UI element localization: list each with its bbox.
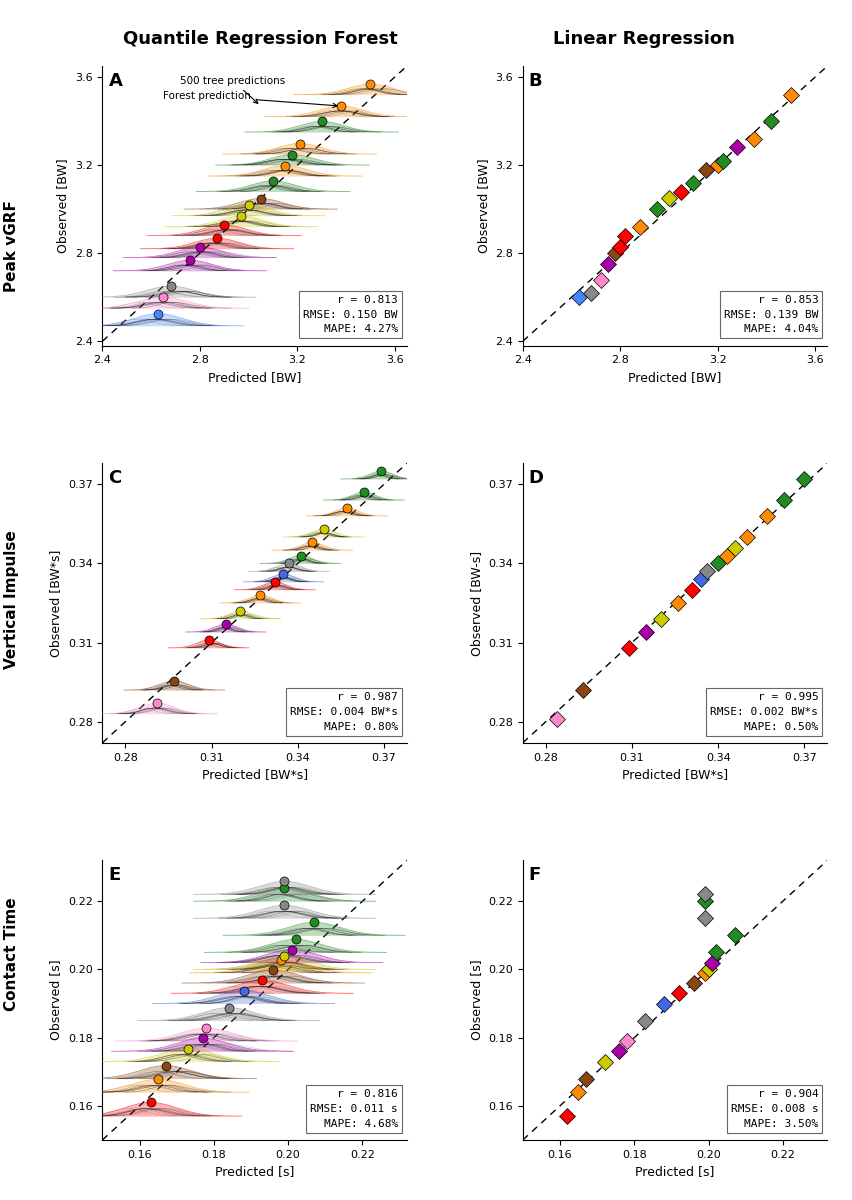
Text: Peak vGRF: Peak vGRF bbox=[4, 200, 20, 292]
Text: C: C bbox=[108, 469, 122, 487]
Text: r = 0.995
RMSE: 0.002 BW*s
MAPE: 0.50%: r = 0.995 RMSE: 0.002 BW*s MAPE: 0.50% bbox=[710, 692, 817, 732]
Text: A: A bbox=[108, 72, 122, 90]
Y-axis label: Observed [s]: Observed [s] bbox=[469, 960, 482, 1040]
Y-axis label: Observed [BW*s]: Observed [BW*s] bbox=[49, 550, 62, 656]
Y-axis label: Observed [BW]: Observed [BW] bbox=[476, 158, 489, 253]
X-axis label: Predicted [s]: Predicted [s] bbox=[215, 1165, 294, 1178]
Text: r = 0.904
RMSE: 0.008 s
MAPE: 3.50%: r = 0.904 RMSE: 0.008 s MAPE: 3.50% bbox=[729, 1090, 817, 1129]
Text: B: B bbox=[528, 72, 542, 90]
X-axis label: Predicted [BW*s]: Predicted [BW*s] bbox=[621, 768, 728, 781]
X-axis label: Predicted [BW]: Predicted [BW] bbox=[628, 371, 721, 384]
Y-axis label: Observed [BW]: Observed [BW] bbox=[56, 158, 69, 253]
Text: Forest prediction: Forest prediction bbox=[163, 91, 337, 108]
X-axis label: Predicted [BW*s]: Predicted [BW*s] bbox=[201, 768, 308, 781]
Y-axis label: Observed [s]: Observed [s] bbox=[49, 960, 62, 1040]
Y-axis label: Observed [BW-s]: Observed [BW-s] bbox=[469, 551, 482, 655]
X-axis label: Predicted [BW]: Predicted [BW] bbox=[208, 371, 301, 384]
Text: Vertical Impulse: Vertical Impulse bbox=[4, 530, 20, 670]
Text: r = 0.816
RMSE: 0.011 s
MAPE: 4.68%: r = 0.816 RMSE: 0.011 s MAPE: 4.68% bbox=[310, 1090, 397, 1129]
Text: E: E bbox=[108, 866, 121, 884]
Text: D: D bbox=[528, 469, 544, 487]
Text: Contact Time: Contact Time bbox=[4, 898, 20, 1010]
Text: 500 tree predictions: 500 tree predictions bbox=[180, 76, 285, 103]
X-axis label: Predicted [s]: Predicted [s] bbox=[635, 1165, 714, 1178]
Text: Linear Regression: Linear Regression bbox=[552, 30, 734, 48]
Text: r = 0.987
RMSE: 0.004 BW*s
MAPE: 0.80%: r = 0.987 RMSE: 0.004 BW*s MAPE: 0.80% bbox=[290, 692, 397, 732]
Text: r = 0.853
RMSE: 0.139 BW
MAPE: 4.04%: r = 0.853 RMSE: 0.139 BW MAPE: 4.04% bbox=[723, 295, 817, 335]
Text: r = 0.813
RMSE: 0.150 BW
MAPE: 4.27%: r = 0.813 RMSE: 0.150 BW MAPE: 4.27% bbox=[303, 295, 397, 335]
Text: F: F bbox=[528, 866, 540, 884]
Text: Quantile Regression Forest: Quantile Regression Forest bbox=[123, 30, 397, 48]
